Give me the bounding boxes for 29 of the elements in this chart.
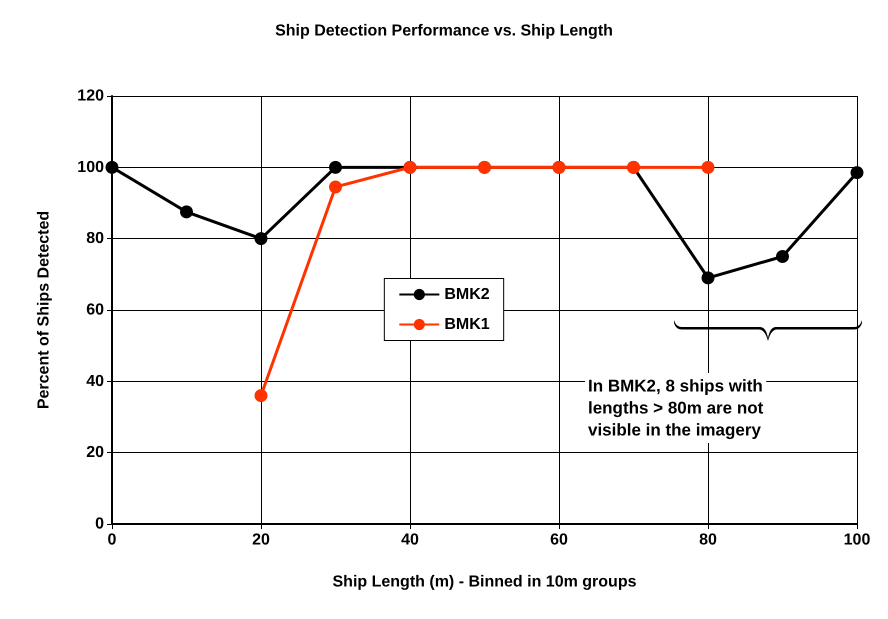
y-tick-label: 20	[86, 444, 104, 462]
y-tick-label: 120	[77, 88, 104, 104]
point	[702, 160, 714, 174]
x-tick-label: 100	[844, 532, 870, 548]
point	[254, 232, 268, 246]
annotation: In BMK2, 8 ships with lengths > 80m are not visible in the imagery	[588, 376, 764, 440]
x-axis-title: Ship Length (m) - Binned in 10m groups	[332, 574, 637, 590]
y-tick-label: 40	[86, 372, 104, 390]
chart-title: Ship Detection Performance vs. Ship Length	[275, 22, 613, 40]
point	[254, 389, 268, 402]
legend-label: BMK1	[444, 316, 490, 333]
x-tick-label: 20	[252, 532, 270, 548]
x-tick-label: 80	[699, 532, 717, 548]
point	[329, 180, 342, 194]
x-tick-label: 0	[108, 532, 117, 548]
point	[106, 160, 118, 174]
point	[702, 271, 714, 284]
x-tick-label: 60	[550, 532, 568, 548]
legend-label: BMK2	[444, 286, 490, 303]
y-tick-label: 80	[86, 230, 104, 248]
y-axis-title: Percent of Ships Detected	[36, 210, 52, 410]
x-tick-label: 40	[401, 532, 419, 548]
point	[329, 160, 342, 174]
y-tick-label: 60	[86, 302, 104, 318]
point	[776, 250, 789, 263]
y-tick-label: 100	[77, 158, 104, 176]
y-tick-label: 0	[95, 516, 104, 532]
point	[180, 205, 193, 218]
point	[850, 166, 864, 180]
